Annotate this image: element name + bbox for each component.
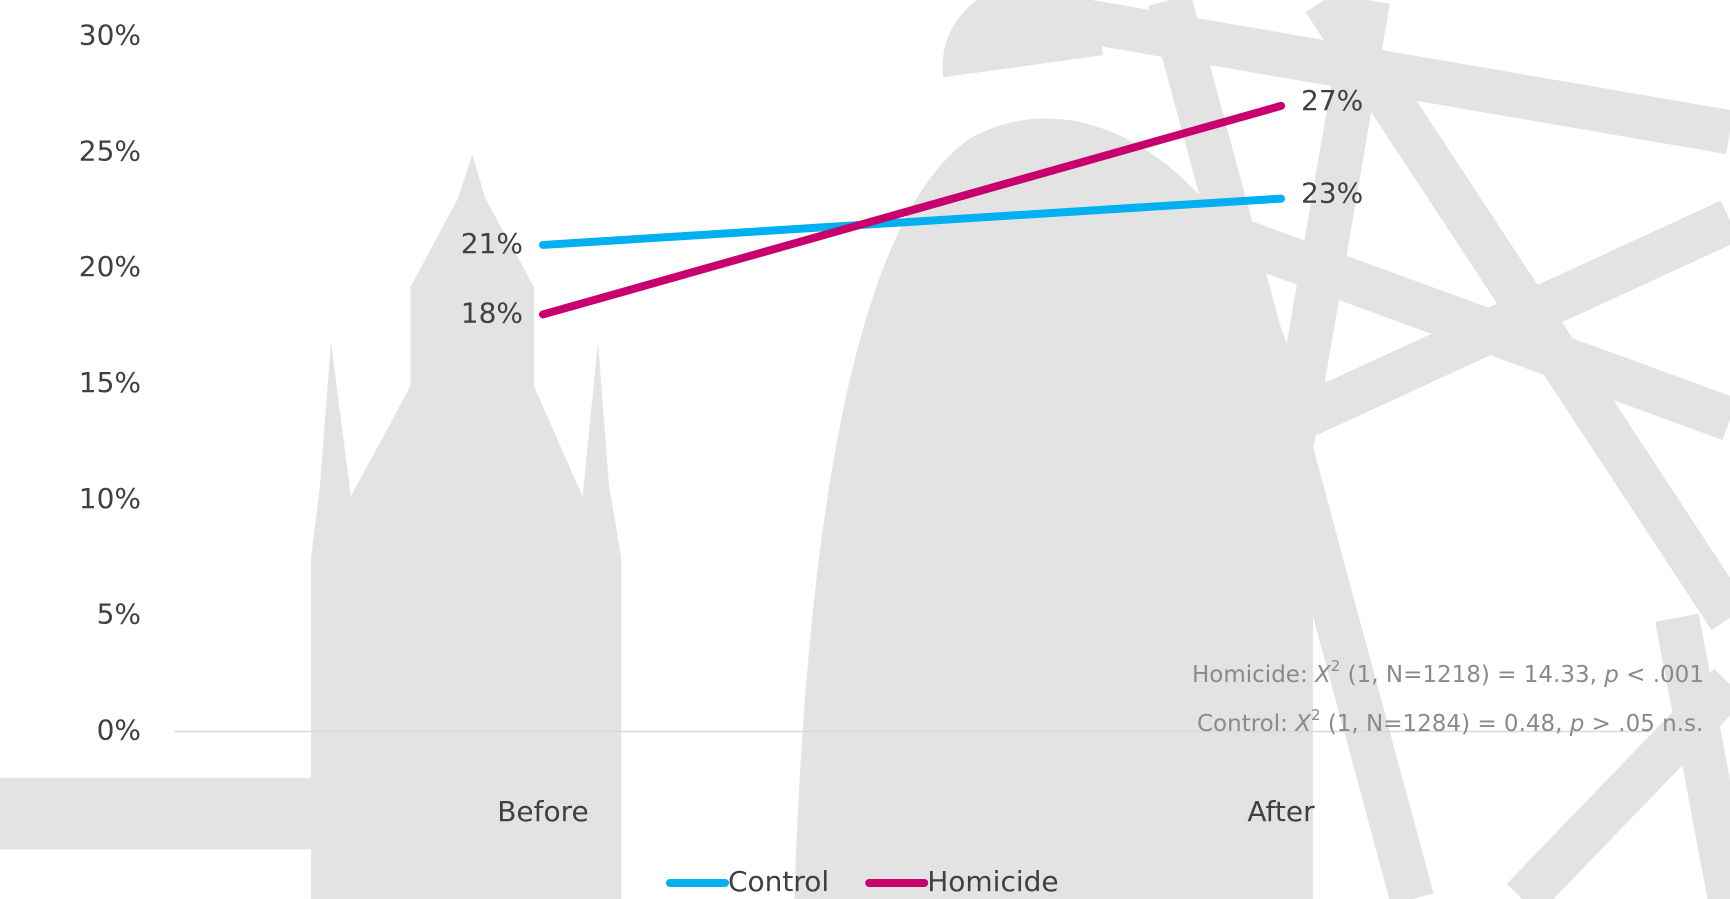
y-tick-label: 10% — [79, 482, 141, 515]
annotation: Control: X2 (1, N=1284) = 0.48, p > .05 … — [1197, 706, 1703, 737]
series-line — [539, 101, 1285, 319]
annotation-part: 2 — [1311, 706, 1321, 724]
annotation-part: Control: — [1197, 711, 1295, 737]
legend-label: Homicide — [927, 865, 1058, 898]
annotation-part: 2 — [1331, 657, 1341, 675]
x-tick-label: Before — [497, 795, 589, 828]
data-label: 23% — [1301, 177, 1363, 210]
data-label: 21% — [461, 227, 523, 260]
annotation-part: X — [1294, 711, 1312, 737]
series-line — [539, 194, 1285, 249]
annotation-part: p — [1603, 662, 1619, 688]
data-label: 27% — [1301, 84, 1363, 117]
annotation-part: > .05 n.s. — [1584, 711, 1703, 737]
annotation-part: Homicide: — [1192, 662, 1315, 688]
data-label: 18% — [461, 296, 523, 329]
annotation-part: X — [1314, 662, 1332, 688]
y-tick-label: 0% — [97, 714, 141, 747]
annotations: Homicide: X2 (1, N=1218) = 14.33, p < .0… — [1192, 657, 1704, 737]
y-tick-label: 20% — [79, 250, 141, 283]
legend-label: Control — [728, 865, 829, 898]
annotation-part: (1, N=1218) = 14.33, — [1340, 662, 1604, 688]
y-tick-label: 25% — [79, 134, 141, 167]
y-tick-label: 30% — [79, 18, 141, 51]
y-tick-label: 15% — [79, 366, 141, 399]
y-tick-label: 5% — [97, 598, 141, 631]
legend: Control Homicide — [666, 865, 1059, 898]
annotation-part: p — [1569, 711, 1585, 737]
annotation-part: < .001 — [1619, 662, 1704, 688]
annotation-part: (1, N=1284) = 0.48, — [1321, 711, 1570, 737]
x-tick-label: After — [1247, 795, 1315, 828]
annotation: Homicide: X2 (1, N=1218) = 14.33, p < .0… — [1192, 657, 1704, 688]
